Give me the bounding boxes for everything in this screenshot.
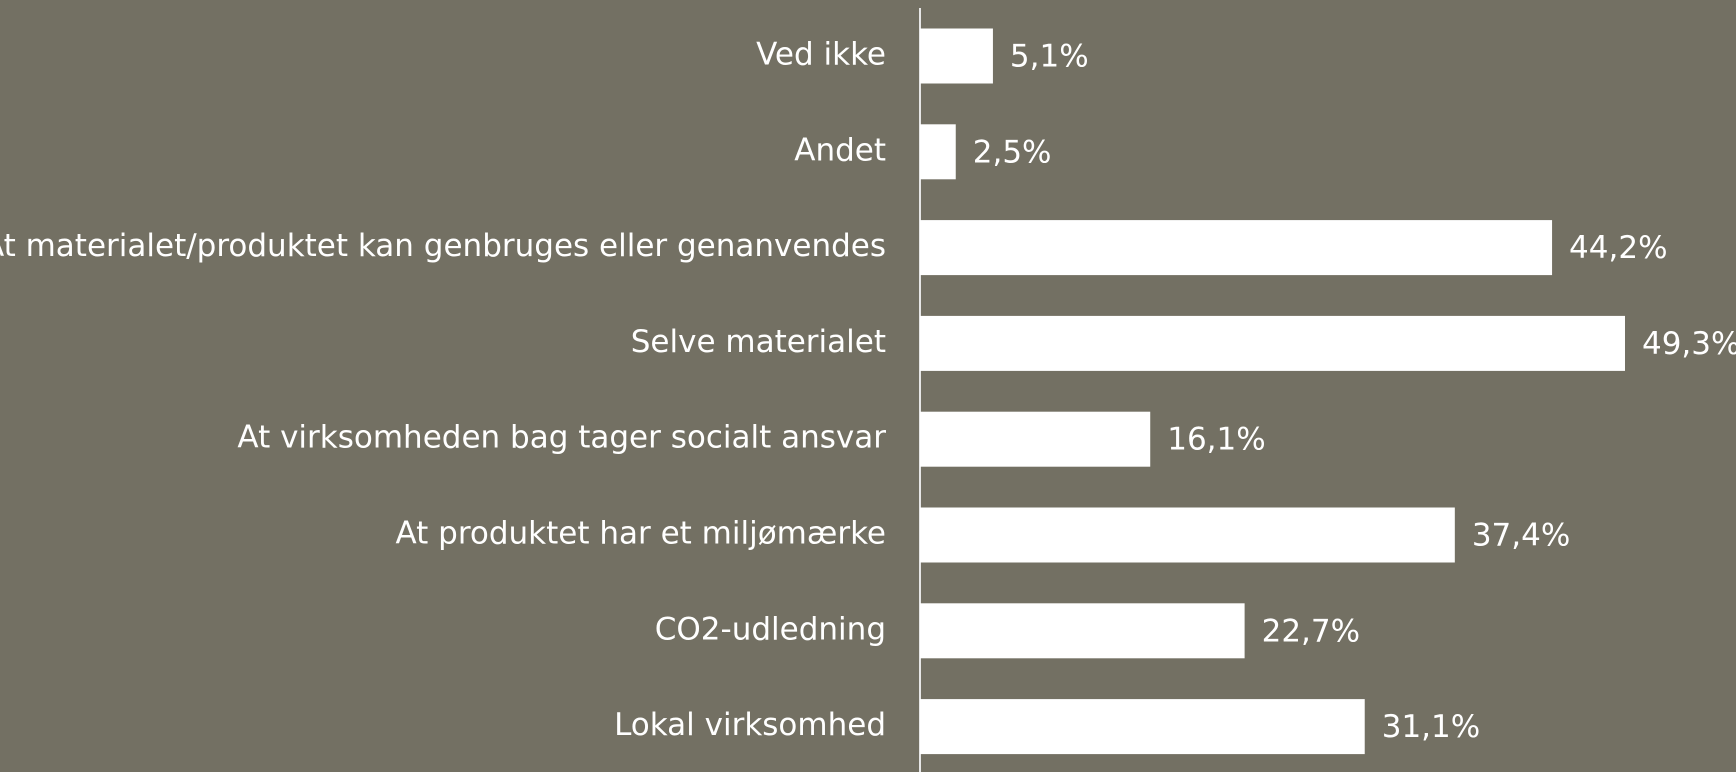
category-label: Andet — [794, 132, 886, 168]
value-label: 2,5% — [973, 134, 1052, 170]
value-label: 22,7% — [1262, 613, 1360, 649]
category-label: CO2-udledning — [655, 611, 886, 647]
bar — [920, 507, 1455, 563]
value-label: 16,1% — [1167, 422, 1265, 458]
bar — [920, 315, 1625, 371]
bar — [920, 699, 1365, 755]
category-label: At produktet har et miljømærke — [395, 516, 886, 552]
value-label: 31,1% — [1382, 709, 1480, 745]
bar — [920, 603, 1245, 659]
category-label: At materialet/produktet kan genbruges el… — [0, 228, 886, 264]
value-label: 44,2% — [1569, 230, 1667, 266]
category-label: Ved ikke — [756, 37, 886, 73]
value-label: 5,1% — [1010, 39, 1089, 75]
value-label: 37,4% — [1472, 518, 1570, 554]
value-label: 49,3% — [1642, 326, 1736, 362]
category-label: Lokal virksomhed — [614, 707, 886, 743]
bar — [920, 28, 993, 84]
category-label: At virksomheden bag tager socialt ansvar — [237, 420, 886, 456]
bar — [920, 124, 956, 180]
bar — [920, 411, 1151, 467]
category-label: Selve materialet — [631, 324, 886, 360]
bar — [920, 220, 1553, 276]
